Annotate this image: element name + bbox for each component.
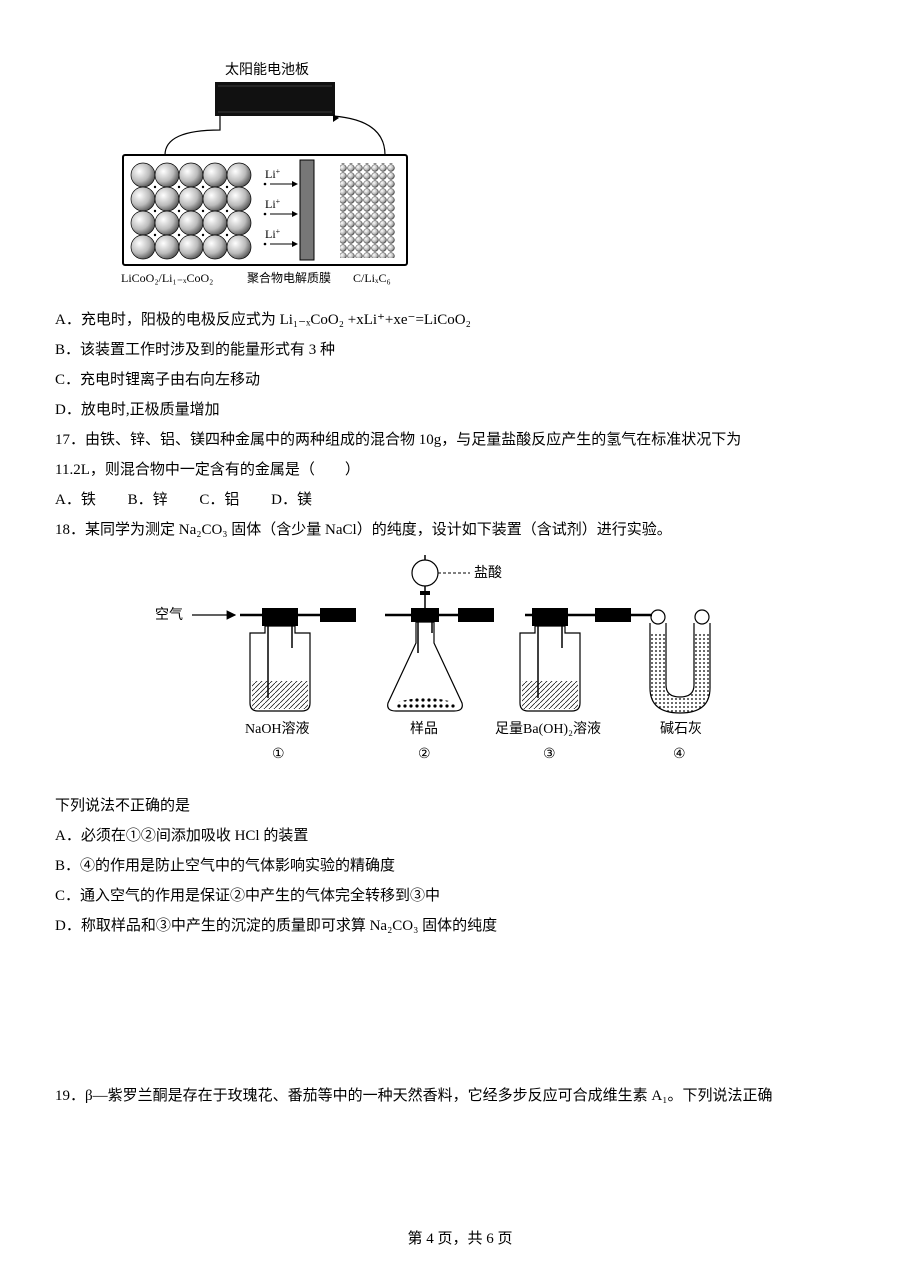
left-electrode-balls xyxy=(131,163,251,259)
device-1 xyxy=(240,608,310,711)
page-footer: 第 4 页，共 6 页 xyxy=(0,1227,920,1248)
solar-panel xyxy=(215,82,335,116)
wire-right xyxy=(333,116,385,155)
q16-option-d: D．放电时,正极质量增加 xyxy=(55,395,865,425)
q17-options: A．铁 B．锌 C．铝 D．镁 xyxy=(55,485,865,515)
device-1-num: ① xyxy=(272,747,285,762)
device-2 xyxy=(388,608,463,711)
membrane-label: 聚合物电解质膜 xyxy=(247,270,331,285)
figure-battery-diagram: 太阳能电池板 xyxy=(115,60,865,295)
svg-text:Li+: Li+ xyxy=(265,197,281,212)
q17-option-c: C．铝 xyxy=(199,485,239,515)
device-3-label: 足量Ba(OH)₂溶液 xyxy=(495,721,601,737)
q17-stem-1: 17．由铁、锌、铝、镁四种金属中的两种组成的混合物 10g，与足量盐酸反应产生的… xyxy=(55,425,865,455)
device-2-num: ② xyxy=(418,747,431,762)
q19-stem: 19．β—紫罗兰酮是存在于玫瑰花、番茄等中的一种天然香料，它经多步反应可合成维生… xyxy=(55,1081,865,1111)
q18-stem: 18．某同学为测定 Na₂CO₃ 固体（含少量 NaCl）的纯度，设计如下装置（… xyxy=(55,515,865,545)
q18-option-b: B．④的作用是防止空气中的气体影响实验的精确度 xyxy=(55,851,865,881)
li-arrows: Li+ Li+ Li+ xyxy=(264,167,297,246)
q18-option-c: C．通入空气的作用是保证②中产生的气体完全转移到③中 xyxy=(55,881,865,911)
spacer xyxy=(55,941,865,1081)
left-electrode-label: LiCoO₂/Li₁₋ₓCoO₂ xyxy=(121,271,213,285)
separating-funnel: 盐酸 xyxy=(412,555,502,609)
device-1-label: NaOH溶液 xyxy=(245,721,310,737)
device-2-label: 样品 xyxy=(410,721,438,737)
air-label: 空气 xyxy=(155,607,183,623)
device-4-label: 碱石灰 xyxy=(660,721,702,737)
q18-option-d: D．称取样品和③中产生的沉淀的质量即可求算 Na₂CO₃ 固体的纯度 xyxy=(55,911,865,941)
svg-text:Li+: Li+ xyxy=(265,227,281,242)
q18-sub-stem: 下列说法不正确的是 xyxy=(55,791,865,821)
wire-left xyxy=(165,116,220,155)
right-electrode-balls xyxy=(340,163,395,258)
right-electrode-label: C/LiₓC₆ xyxy=(353,271,391,285)
q16-option-b: B．该装置工作时涉及到的能量形式有 3 种 xyxy=(55,335,865,365)
device-3-num: ③ xyxy=(543,747,556,762)
hcl-label: 盐酸 xyxy=(474,565,502,581)
q17-option-d: D．镁 xyxy=(271,485,312,515)
q17-stem-2: 11.2L，则混合物中一定含有的金属是（ ） xyxy=(55,455,865,485)
q16-option-c: C．充电时锂离子由右向左移动 xyxy=(55,365,865,395)
panel-label: 太阳能电池板 xyxy=(225,62,309,78)
svg-text:Li+: Li+ xyxy=(265,167,281,182)
device-4 xyxy=(628,610,710,713)
q18-option-a: A．必须在①②间添加吸收 HCl 的装置 xyxy=(55,821,865,851)
figure-apparatus: 空气 xyxy=(55,553,865,783)
q17-option-a: A．铁 xyxy=(55,485,96,515)
device-3 xyxy=(520,608,580,711)
device-4-num: ④ xyxy=(673,747,686,762)
membrane xyxy=(300,160,314,260)
q16-option-a: A．充电时，阳极的电极反应式为 Li₁₋ₓCoO₂ +xLi⁺+xe⁻=LiCo… xyxy=(55,305,865,335)
q17-option-b: B．锌 xyxy=(128,485,168,515)
